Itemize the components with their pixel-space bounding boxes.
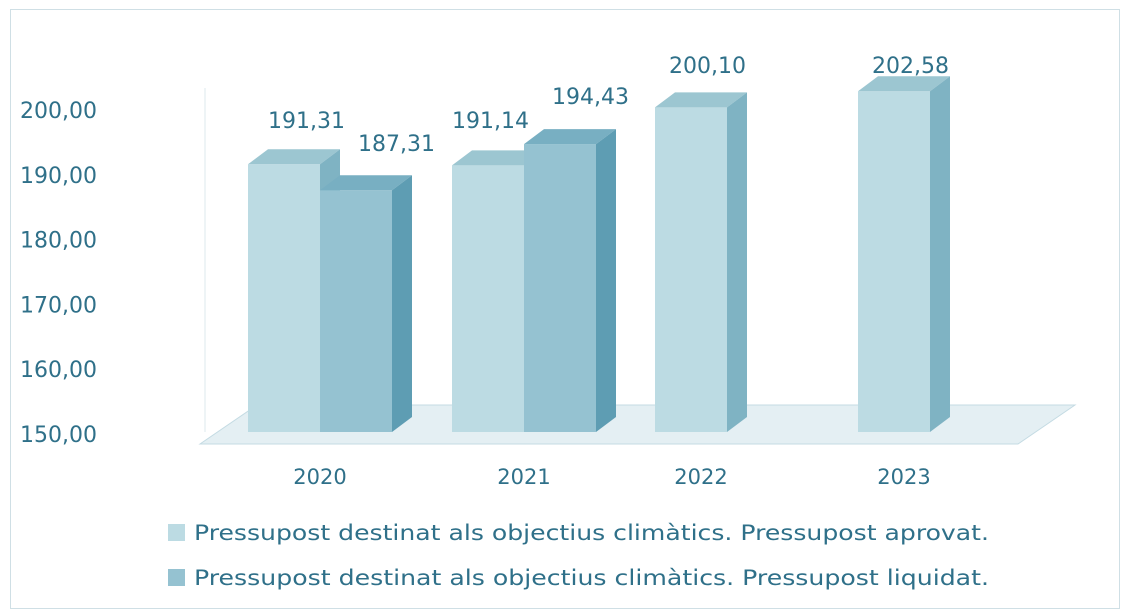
- bar-2021-s1-top: [452, 150, 544, 166]
- bar-2020-s2-side: [392, 175, 412, 432]
- y-tick-label: 170,00: [20, 293, 97, 318]
- bar-2020-s1-front: [248, 164, 320, 432]
- y-tick-label: 200,00: [20, 99, 97, 124]
- y-tick-label: 190,00: [20, 164, 97, 189]
- x-tick-label: 2023: [877, 465, 930, 489]
- x-tick-label: 2022: [674, 465, 727, 489]
- bar-2020-s1-top: [248, 149, 340, 165]
- bar-2021-s2-front: [524, 144, 596, 432]
- data-label: 194,43: [552, 85, 629, 110]
- bar-2023-s1-top: [858, 76, 950, 92]
- bar-2022-s1-front: [655, 107, 727, 433]
- data-label: 191,31: [268, 109, 345, 134]
- chart-floor: [198, 404, 1077, 445]
- y-tick-label: 160,00: [20, 358, 97, 383]
- bar-2020-s2-top: [320, 175, 412, 191]
- chart-frame: [10, 9, 1120, 609]
- bar-2022-s1-side: [727, 92, 747, 433]
- bar-2023-s1-side: [930, 76, 950, 432]
- bar-2021-s2-side: [596, 129, 616, 432]
- data-label: 200,10: [669, 54, 746, 79]
- x-tick-label: 2021: [497, 465, 550, 489]
- bar-2021-s2-top: [524, 129, 616, 145]
- bar-2023-s1-front: [858, 91, 930, 432]
- legend-label: Pressupost destinat als objectius climàt…: [194, 566, 989, 590]
- bar-2022-s1-top: [655, 92, 747, 108]
- x-tick-label: 2020: [293, 465, 346, 489]
- bar-2021-s1-front: [452, 165, 524, 433]
- y-tick-label: 180,00: [20, 229, 97, 254]
- data-label: 187,31: [358, 132, 435, 157]
- legend-swatch: [168, 524, 185, 541]
- data-label: 202,58: [872, 54, 949, 79]
- data-label: 191,14: [452, 109, 529, 134]
- y-tick-label: 150,00: [20, 423, 97, 448]
- legend-label: Pressupost destinat als objectius climàt…: [194, 521, 989, 545]
- legend-swatch: [168, 569, 185, 586]
- bar-2020-s2-front: [320, 190, 392, 432]
